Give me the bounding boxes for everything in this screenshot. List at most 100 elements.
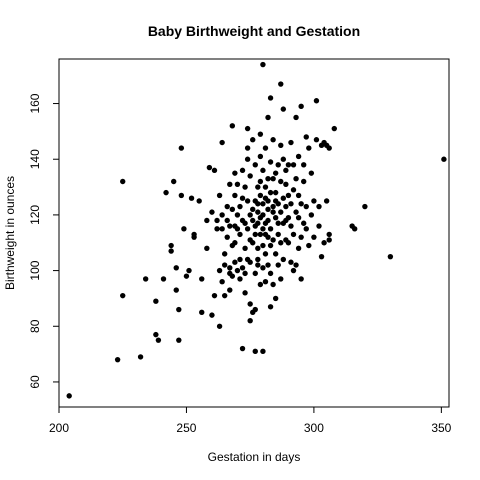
- data-point: [247, 317, 253, 324]
- data-point: [216, 267, 223, 274]
- data-point: [265, 234, 271, 240]
- data-point: [288, 223, 294, 229]
- data-point: [278, 142, 284, 149]
- data-point: [265, 217, 271, 224]
- data-point: [288, 201, 294, 207]
- data-point: [267, 159, 274, 165]
- data-point: [244, 198, 251, 204]
- data-point: [255, 201, 261, 207]
- data-point: [323, 198, 330, 204]
- data-point: [239, 265, 246, 271]
- data-point: [252, 348, 258, 355]
- data-point: [295, 245, 302, 252]
- chart-title: Baby Birthweight and Gestation: [148, 23, 360, 39]
- data-point: [293, 209, 299, 215]
- data-point: [290, 267, 297, 274]
- data-point: [257, 231, 264, 238]
- data-point: [257, 131, 264, 137]
- data-point: [227, 265, 233, 271]
- data-point: [244, 156, 251, 162]
- data-point: [214, 226, 220, 232]
- data-point: [237, 231, 243, 238]
- data-point: [285, 162, 292, 168]
- data-point: [247, 212, 253, 218]
- data-point: [244, 125, 251, 132]
- x-axis: 200 250 300 350: [49, 406, 452, 435]
- data-point: [318, 253, 325, 260]
- data-point: [199, 309, 205, 316]
- data-point: [295, 153, 302, 160]
- y-tick-label: 120: [28, 205, 42, 225]
- data-point: [239, 345, 246, 352]
- data-point: [234, 212, 241, 218]
- data-point: [362, 203, 368, 210]
- data-point: [247, 173, 253, 179]
- data-point: [250, 206, 256, 213]
- data-point: [278, 81, 284, 87]
- data-point: [221, 251, 228, 257]
- data-point: [186, 267, 192, 274]
- data-point: [206, 164, 213, 171]
- data-point: [270, 209, 276, 215]
- data-point: [260, 201, 266, 207]
- data-point: [326, 145, 332, 151]
- data-point: [155, 337, 162, 343]
- data-point: [229, 123, 236, 129]
- data-point: [221, 292, 228, 299]
- data-point: [288, 139, 294, 146]
- data-point: [326, 231, 332, 238]
- data-point: [153, 298, 159, 304]
- data-point: [298, 234, 304, 240]
- data-point: [267, 304, 274, 310]
- data-point: [303, 226, 309, 232]
- data-point: [252, 162, 258, 168]
- data-point: [252, 306, 258, 313]
- data-point: [280, 195, 287, 201]
- data-point: [214, 217, 220, 224]
- data-point: [239, 167, 246, 174]
- data-point: [313, 98, 320, 104]
- data-point: [265, 262, 271, 268]
- data-point: [285, 192, 292, 199]
- data-point: [260, 242, 266, 249]
- data-point: [232, 240, 238, 246]
- data-point: [181, 226, 187, 232]
- data-point: [313, 137, 320, 143]
- data-point: [183, 273, 190, 279]
- data-point: [250, 217, 256, 224]
- data-point: [227, 287, 233, 293]
- y-tick-label: 140: [28, 149, 42, 169]
- data-point: [267, 270, 274, 277]
- data-point: [275, 262, 281, 268]
- data-point: [387, 253, 394, 260]
- data-point: [288, 259, 294, 265]
- data-point: [234, 226, 241, 232]
- data-point: [224, 203, 230, 210]
- data-point: [293, 114, 299, 121]
- data-point: [441, 156, 447, 162]
- data-point: [272, 170, 279, 176]
- data-point: [216, 192, 223, 199]
- data-point: [188, 195, 195, 201]
- data-point: [242, 245, 248, 252]
- data-point: [168, 248, 174, 254]
- data-point: [242, 220, 248, 226]
- y-tick-label: 60: [28, 375, 42, 389]
- data-point: [293, 262, 299, 268]
- data-point: [191, 234, 197, 240]
- x-axis-label: Gestation in days: [208, 450, 301, 464]
- data-point: [250, 240, 256, 246]
- data-point: [293, 176, 299, 182]
- data-point: [308, 212, 315, 218]
- data-point: [242, 270, 248, 277]
- data-point: [257, 192, 264, 199]
- data-point: [255, 220, 261, 226]
- data-point: [234, 267, 241, 274]
- x-tick-label: 300: [304, 421, 324, 435]
- data-point: [260, 226, 266, 232]
- data-point: [311, 198, 317, 204]
- data-point: [237, 203, 243, 210]
- data-point: [303, 203, 309, 210]
- data-point: [163, 189, 169, 196]
